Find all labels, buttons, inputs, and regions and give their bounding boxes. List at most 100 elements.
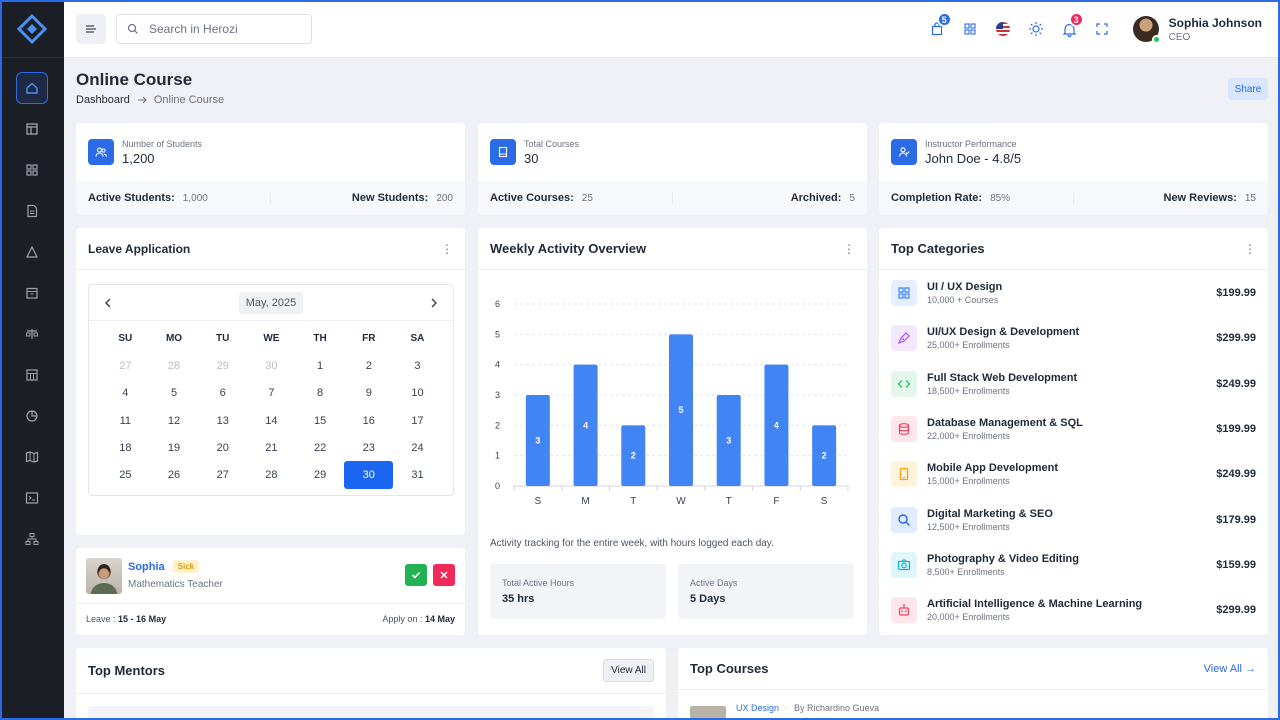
terminal-icon — [25, 492, 39, 504]
category-item[interactable]: Artificial Intelligence & Machine Learni… — [891, 593, 1256, 627]
calendar-day[interactable]: 28 — [167, 359, 181, 372]
category-item[interactable]: Mobile App Development 15,000+ Enrollmen… — [891, 457, 1256, 491]
calendar-day[interactable]: 18 — [119, 441, 132, 454]
calendar-day[interactable]: 5 — [170, 387, 178, 400]
chevron-right-icon[interactable] — [429, 298, 439, 308]
calendar-day[interactable]: 24 — [411, 441, 424, 454]
apps-button[interactable] — [954, 14, 987, 44]
leave-dates: 15 - 16 May — [118, 614, 167, 624]
calendar-day[interactable]: 23 — [362, 441, 375, 454]
search-box[interactable] — [116, 13, 312, 44]
calendar-day[interactable]: 19 — [167, 441, 181, 454]
calendar-day[interactable]: 25 — [119, 469, 132, 482]
more-options-icon[interactable]: ⋮ — [441, 241, 453, 256]
view-all-courses-link[interactable]: View All → — [1203, 662, 1256, 675]
user-check-icon — [891, 139, 917, 165]
calendar-day[interactable]: 16 — [362, 414, 375, 427]
sidebar-item-sitemap[interactable] — [16, 523, 48, 555]
table-icon — [26, 369, 38, 381]
sidebar-item-map[interactable] — [16, 441, 48, 473]
category-item[interactable]: UI/UX Design & Development 25,000+ Enrol… — [891, 321, 1256, 355]
sidebar-item-table[interactable] — [16, 359, 48, 391]
calendar-day[interactable]: 9 — [365, 387, 372, 400]
calendar-day[interactable]: 8 — [317, 387, 324, 400]
calendar-day[interactable]: 17 — [411, 414, 424, 427]
category-item[interactable]: Database Management & SQL 22,000+ Enroll… — [891, 412, 1256, 446]
calendar-day[interactable]: 15 — [313, 414, 327, 427]
menu-toggle-button[interactable] — [76, 13, 106, 44]
approve-button[interactable] — [405, 564, 427, 586]
calendar-day-selected[interactable]: 30 — [344, 461, 394, 489]
reject-button[interactable] — [433, 564, 455, 586]
calendar-day[interactable]: 6 — [219, 387, 226, 400]
chevron-left-icon[interactable] — [103, 298, 113, 308]
calendar-day[interactable]: 27 — [216, 469, 229, 482]
apply-date: Apply on : 14 May — [382, 614, 455, 624]
stat-label: Instructor Performance — [925, 138, 1017, 149]
teacher-photo — [86, 558, 122, 594]
theme-toggle-button[interactable] — [1020, 14, 1053, 44]
search-icon — [127, 23, 138, 34]
fullscreen-button[interactable] — [1086, 14, 1119, 44]
search-input[interactable] — [149, 21, 299, 36]
more-options-icon[interactable]: ⋮ — [843, 241, 855, 256]
sidebar-item-home[interactable] — [16, 72, 48, 104]
calendar-day[interactable]: 21 — [265, 441, 278, 454]
sidebar-item-terminal[interactable] — [16, 482, 48, 514]
card-title: Top Courses — [690, 661, 769, 676]
category-price: $299.99 — [1216, 332, 1256, 345]
calendar-day[interactable]: 29 — [216, 359, 229, 372]
category-item[interactable]: Photography & Video Editing 8,500+ Enrol… — [891, 548, 1256, 582]
calendar-day[interactable]: 13 — [216, 414, 229, 427]
bar-data-label: 4 — [583, 420, 588, 430]
calendar-day[interactable]: 30 — [265, 359, 278, 372]
sidebar-item-apps[interactable] — [16, 154, 48, 186]
category-name: Photography & Video Editing — [927, 552, 1079, 565]
course-tag[interactable]: UX Design — [736, 703, 780, 713]
calendar-day[interactable]: 31 — [411, 469, 424, 482]
weekday-header: MO — [165, 333, 183, 345]
category-item[interactable]: Full Stack Web Development 18,500+ Enrol… — [891, 367, 1256, 401]
calendar-month[interactable]: May, 2025 — [238, 291, 304, 314]
sidebar-item-archive[interactable] — [16, 277, 48, 309]
notifications-button[interactable]: 3 — [1053, 12, 1086, 44]
sidebar-item-scale[interactable] — [16, 318, 48, 350]
category-enrollments: 18,500+ Enrollments — [927, 385, 1010, 396]
calendar-day[interactable]: 14 — [265, 414, 278, 427]
language-button[interactable] — [987, 14, 1020, 44]
calendar-day[interactable]: 29 — [313, 469, 327, 482]
calendar-day[interactable]: 10 — [411, 387, 424, 400]
calendar-day[interactable]: 1 — [317, 359, 324, 372]
robot-icon — [891, 597, 917, 624]
cart-button[interactable]: 5 — [921, 12, 954, 44]
sidebar-item-shapes[interactable] — [16, 236, 48, 268]
stat-label: Active Days — [690, 578, 738, 588]
more-options-icon[interactable]: ⋮ — [1244, 241, 1256, 256]
calendar-day[interactable]: 2 — [365, 359, 372, 372]
calendar-day[interactable]: 3 — [414, 359, 421, 372]
category-name: Digital Marketing & SEO — [927, 507, 1053, 520]
category-name: Database Management & SQL — [927, 416, 1083, 429]
calendar-day[interactable]: 22 — [313, 441, 327, 454]
calendar-day[interactable]: 28 — [265, 469, 278, 482]
calendar-day[interactable]: 20 — [216, 441, 229, 454]
user-menu[interactable]: Sophia Johnson CEO — [1132, 16, 1262, 44]
app-logo[interactable] — [0, 0, 64, 58]
sidebar-item-documents[interactable] — [16, 195, 48, 227]
calendar-day[interactable]: 26 — [167, 469, 181, 482]
calendar-day[interactable]: 11 — [119, 414, 132, 427]
pen-tool-icon — [891, 325, 917, 352]
calendar-day[interactable]: 12 — [167, 414, 181, 427]
avatar — [1132, 16, 1161, 44]
view-all-mentors-button[interactable]: View All — [603, 659, 654, 682]
breadcrumb-dashboard[interactable]: Dashboard — [76, 94, 130, 106]
sidebar-item-layout[interactable] — [16, 113, 48, 145]
category-item[interactable]: UI / UX Design 10,000 + Courses $199.99 — [891, 276, 1256, 310]
calendar-day[interactable]: 4 — [122, 387, 129, 400]
teacher-name[interactable]: Sophia — [128, 560, 165, 573]
sidebar-item-charts[interactable] — [16, 400, 48, 432]
share-button[interactable]: Share — [1228, 78, 1268, 100]
calendar-day[interactable]: 7 — [268, 387, 275, 400]
category-item[interactable]: Digital Marketing & SEO 12,500+ Enrollme… — [891, 503, 1256, 537]
calendar-day[interactable]: 27 — [119, 359, 132, 372]
